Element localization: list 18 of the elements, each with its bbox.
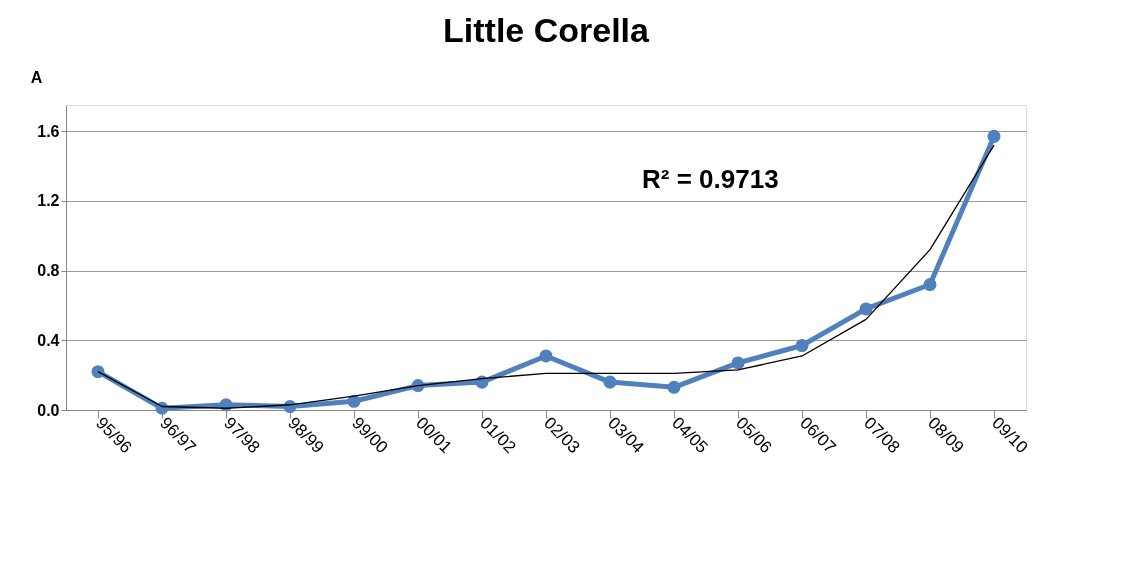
point [539, 349, 553, 363]
point [923, 278, 937, 292]
y-tick-label: 0.0 [37, 401, 60, 419]
annotation: R² = 0.9713 [642, 164, 779, 194]
point [795, 339, 809, 353]
y-tick-label: 0.4 [37, 331, 60, 349]
point [603, 375, 617, 389]
y-axis-title: A [30, 68, 43, 86]
y-tick-label: 0.8 [37, 262, 60, 280]
point [91, 365, 105, 379]
y-tick-label: 1.2 [37, 192, 60, 210]
y-tick-label: 1.6 [37, 122, 60, 140]
point [347, 394, 361, 408]
point [987, 129, 1001, 143]
chart-title: Little Corella [443, 11, 651, 49]
point [667, 380, 681, 394]
point [731, 356, 745, 370]
point [859, 302, 873, 316]
